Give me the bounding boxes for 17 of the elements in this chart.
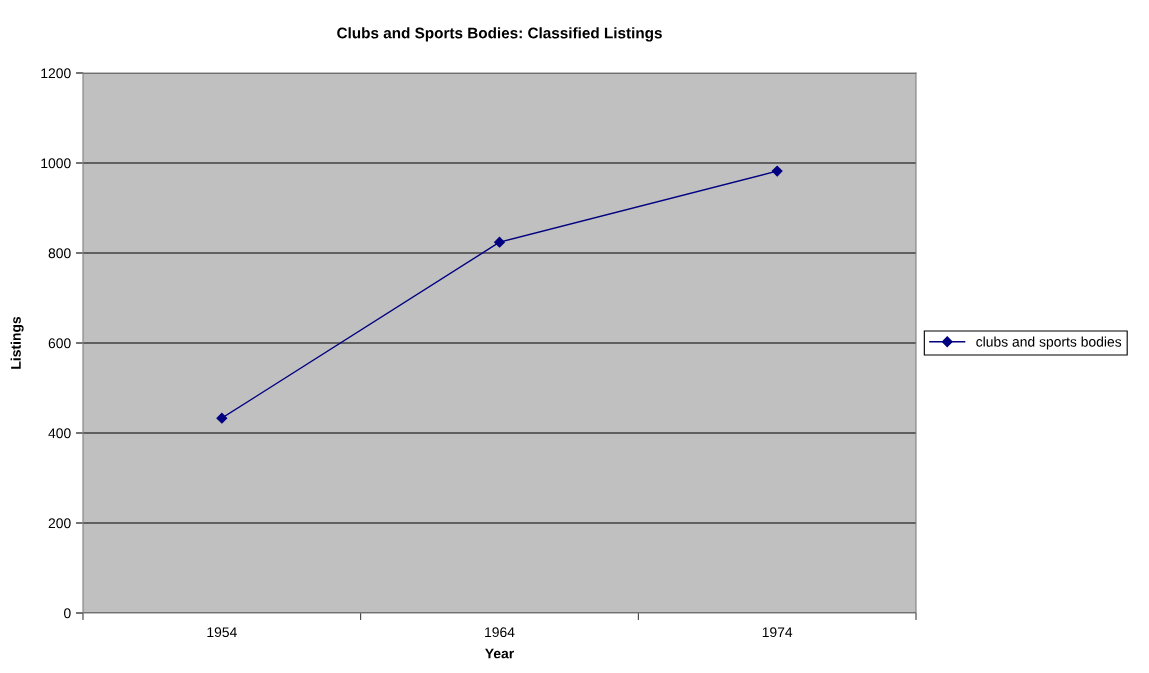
y-tick-label: 400 — [48, 428, 71, 439]
y-tick-label: 600 — [48, 338, 71, 349]
y-tick-label: 200 — [48, 518, 71, 529]
y-tick-label: 1000 — [41, 158, 71, 169]
legend-label: clubs and sports bodies — [976, 336, 1122, 350]
chart-title: Clubs and Sports Bodies: Classified Listings — [337, 27, 662, 42]
y-tick-label: 0 — [64, 608, 71, 619]
x-axis-title: Year — [485, 648, 514, 659]
point — [771, 165, 783, 177]
point — [494, 236, 505, 248]
x-tick-label: 1964 — [485, 627, 515, 638]
y-tick-label: 1200 — [41, 68, 71, 79]
x-tick-label: 1954 — [207, 627, 237, 638]
point — [216, 412, 228, 424]
y-axis-title: Listings — [10, 316, 24, 369]
x-tick-label: 1974 — [762, 627, 793, 638]
y-tick-label: 800 — [48, 248, 71, 259]
